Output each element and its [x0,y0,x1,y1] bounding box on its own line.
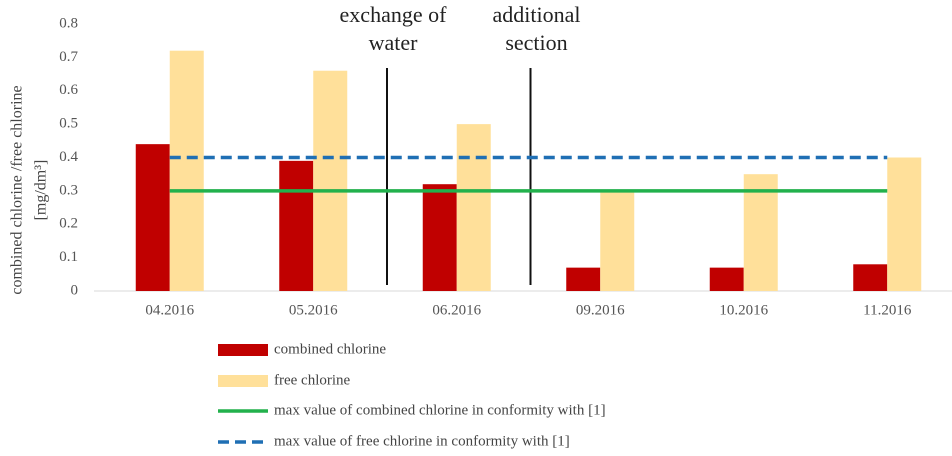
y-axis-label: [mg/dm³] [33,160,50,221]
annotation-box [462,0,587,62]
y-tick-label: 0.3 [59,182,78,198]
bar [456,124,491,291]
y-tick-label: 0.6 [59,82,78,98]
annotation: additional [493,2,581,27]
x-tick-label: 04.2016 [145,302,194,318]
annotation-box [319,0,443,62]
y-tick-label: 0.5 [59,116,78,132]
bar [135,144,170,291]
y-tick-label: 0.7 [59,49,78,65]
x-tick-label: 10.2016 [719,302,768,318]
legend-label: max value of free chlorine in conformity… [274,433,570,449]
bar [169,50,204,292]
bar [313,70,348,291]
bar [279,160,314,291]
x-tick-label: 09.2016 [576,302,625,318]
y-axis-label: combined chlorine /free chlorine [9,85,26,294]
annotation: section [505,30,567,55]
legend-swatch [218,375,268,387]
annotation: exchange of [340,2,448,27]
legend-label: combined chlorine [274,341,386,357]
y-tick-label: 0.1 [59,249,78,265]
legend-label: free chlorine [274,372,351,388]
bar [709,267,744,291]
y-tick-label: 0.4 [59,149,78,165]
bar [887,157,922,291]
annotation: water [369,30,419,55]
bar [566,267,601,291]
y-tick-label: 0 [71,282,79,298]
x-tick-label: 11.2016 [863,302,912,318]
y-tick-label: 0.2 [59,216,78,232]
legend-label: max value of combined chlorine in confor… [274,402,606,418]
bar [422,184,457,291]
bar [600,190,635,291]
bar [743,174,778,291]
x-tick-label: 06.2016 [432,302,481,318]
legend-swatch [218,344,268,356]
bar [853,264,888,291]
y-tick-label: 0.8 [59,15,78,31]
x-tick-label: 05.2016 [289,302,338,318]
